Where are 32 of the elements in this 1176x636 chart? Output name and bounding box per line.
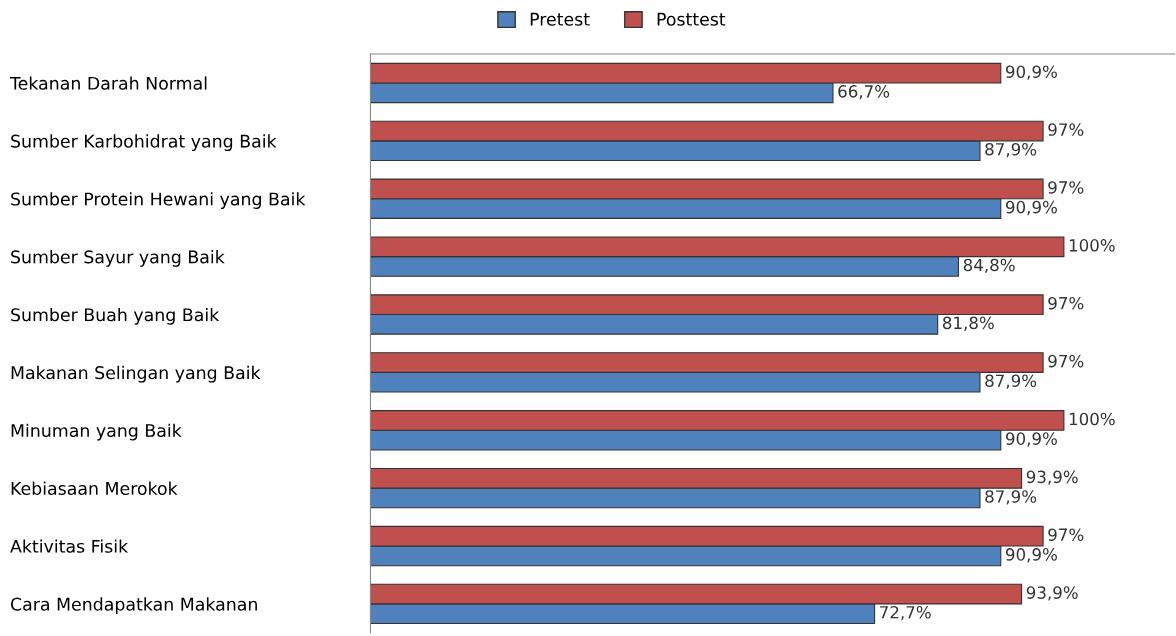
data-label: 97%: [1048, 354, 1084, 368]
data-label: 97%: [1048, 181, 1084, 194]
legend-label: Pretest: [530, 12, 590, 26]
y-tick-label: Sumber Sayur yang Baik: [11, 250, 225, 267]
data-label: 93,9%: [1026, 586, 1078, 601]
y-tick-label: Kebiasaan Merokok: [11, 481, 178, 495]
y-tick-label: Tekanan Darah Normal: [9, 76, 207, 90]
y-tick-label: Sumber Buah yang Baik: [11, 307, 220, 325]
data-label: 93,9%: [1026, 470, 1078, 485]
data-label: 72,7%: [880, 605, 931, 621]
data-label: 90,9%: [1005, 200, 1057, 216]
data-label: 97%: [1048, 296, 1084, 310]
data-label: 90,9%: [1005, 548, 1057, 563]
data-label: 81,8%: [942, 316, 994, 331]
data-label: 87,9%: [985, 374, 1037, 389]
data-label: 84,8%: [963, 258, 1015, 273]
y-tick-label: Minuman yang Baik: [11, 423, 182, 441]
data-label: 87,9%: [985, 142, 1037, 158]
data-label: 100%: [1069, 412, 1115, 426]
y-tick-label: Makanan Selingan yang Baik: [11, 365, 261, 383]
data-label: 97%: [1048, 123, 1084, 136]
y-tick-label: Sumber Karbohidrat yang Baik: [11, 134, 277, 152]
y-tick-label: Sumber Protein Hewani yang Baik: [11, 192, 306, 209]
data-label: 100%: [1069, 239, 1115, 252]
y-tick-label: Cara Mendapatkan Makanan: [10, 597, 257, 615]
data-label: 90,9%: [1005, 432, 1057, 447]
y-tick-label: Aktivitas Fisik: [10, 539, 129, 553]
data-label: 90,9%: [1005, 65, 1057, 80]
data-label: 66,7%: [838, 85, 890, 100]
data-label: 87,9%: [985, 490, 1037, 505]
legend-label: Posttest: [657, 12, 726, 26]
data-label: 97%: [1048, 528, 1084, 541]
